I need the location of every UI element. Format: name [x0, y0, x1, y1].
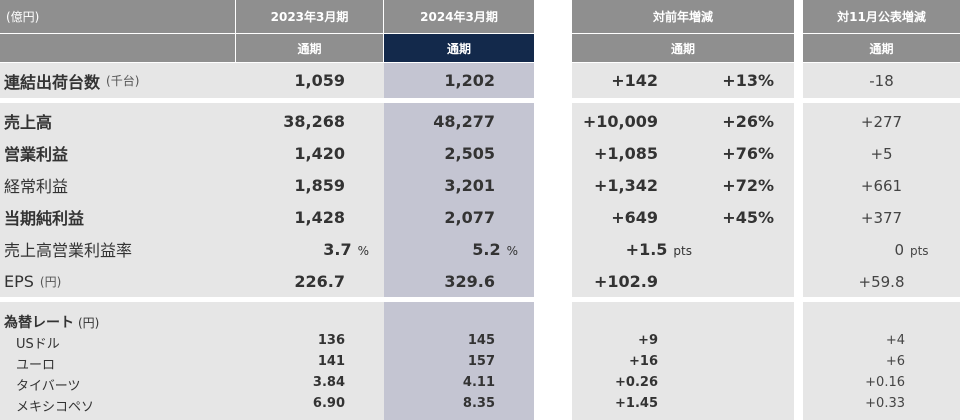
value-text: 0 — [894, 241, 904, 259]
band-shipments-nov — [803, 63, 960, 98]
row-label-operating-margin: 売上高営業利益率 — [4, 234, 132, 264]
nov-diff: +661 — [860, 177, 903, 195]
header-2024: 2024年3月期 — [384, 0, 534, 33]
fx-nov: +6 — [885, 354, 905, 369]
nov-diff: 0 pts — [803, 241, 960, 259]
fx-nov: +0.16 — [865, 375, 905, 390]
row-label-ordinary-profit: 経常利益 — [4, 170, 68, 200]
value-text: 5.2 — [472, 240, 501, 259]
highlight-main-2024 — [384, 103, 534, 297]
value-2023: 1,420 — [294, 144, 345, 163]
highlight-shipments-2024 — [384, 63, 534, 98]
yoy-pct: +72% — [722, 176, 774, 195]
row-label-shipments: 連結出荷台数 (千台) — [4, 63, 139, 98]
value-2023: 38,268 — [283, 112, 345, 131]
value-2023: 3.7% — [236, 240, 369, 259]
value-2024: 5.2% — [384, 240, 518, 259]
fx-yoy: +9 — [638, 333, 658, 348]
header-nov: 対11月公表増減 — [803, 0, 960, 33]
fx-2024: 157 — [467, 354, 495, 369]
yoy-abs: +142 — [611, 71, 658, 90]
fx-nov: +0.33 — [865, 396, 905, 411]
unit-header: (億円) — [0, 0, 235, 33]
header-yoy: 対前年増減 — [572, 0, 794, 33]
subheader-nov: 通期 — [803, 34, 960, 62]
row-label-unit: (円) — [39, 274, 62, 289]
highlight-fx-2024 — [384, 302, 534, 420]
nov-diff: -18 — [869, 72, 894, 90]
row-label-text: 売上高 — [4, 113, 53, 132]
band-shipments-yoy — [572, 63, 794, 98]
value-unit: pts — [673, 244, 692, 258]
fx-label-eur: ユーロ — [16, 358, 56, 373]
value-unit: % — [357, 244, 369, 258]
band-fx-yoy — [572, 302, 794, 420]
value-2024: 2,505 — [444, 144, 495, 163]
yoy-abs: +102.9 — [593, 272, 658, 291]
row-label-net-income: 当期純利益 — [4, 202, 84, 232]
fx-yoy: +1.45 — [615, 396, 658, 411]
value-2024: 3,201 — [444, 176, 495, 195]
yoy-abs: +10,009 — [582, 112, 658, 131]
fx-title-unit: (円) — [78, 316, 100, 330]
fx-2023: 136 — [317, 333, 345, 348]
fx-2023: 3.84 — [312, 375, 345, 390]
fx-2024: 4.11 — [462, 375, 495, 390]
subheader-2023: 通期 — [236, 34, 383, 62]
header-2023: 2023年3月期 — [236, 0, 383, 33]
row-label-text: 営業利益 — [4, 145, 69, 164]
yoy-abs: +649 — [611, 208, 658, 227]
row-label-text: 当期純利益 — [4, 209, 85, 228]
band-fx-nov — [803, 302, 960, 420]
row-label-operating-profit: 営業利益 — [4, 138, 68, 168]
yoy-pct: +13% — [722, 71, 774, 90]
yoy-pct: +45% — [722, 208, 774, 227]
value-2023: 1,428 — [294, 208, 345, 227]
fx-nov: +4 — [885, 333, 905, 348]
row-label-text: 経常利益 — [4, 177, 69, 196]
value-2024: 2,077 — [444, 208, 495, 227]
fx-yoy: +0.26 — [615, 375, 658, 390]
nov-diff: +377 — [860, 209, 903, 227]
fx-yoy: +16 — [629, 354, 658, 369]
value-text: 3.7 — [323, 240, 352, 259]
fx-2023: 141 — [317, 354, 345, 369]
yoy-pct: +76% — [722, 144, 774, 163]
subheader-2024: 通期 — [384, 34, 534, 62]
fx-title-text: 為替レート — [4, 315, 74, 331]
value-text: +1.5 — [625, 240, 668, 259]
row-label-text: 連結出荷台数 — [4, 72, 101, 92]
value-unit: % — [506, 244, 518, 258]
value-2024: 48,277 — [433, 112, 495, 131]
row-label-text: 売上高営業利益率 — [4, 241, 133, 260]
value-unit: pts — [909, 244, 929, 258]
fx-2024: 8.35 — [462, 396, 495, 411]
subheader-yoy: 通期 — [572, 34, 794, 62]
nov-diff: +277 — [860, 113, 903, 131]
fx-2024: 145 — [467, 333, 495, 348]
subheader-label-cell — [0, 34, 235, 62]
value-2023: 1,059 — [294, 71, 345, 90]
fx-label-mxn: メキシコペソ — [16, 400, 95, 415]
nov-diff: +59.8 — [858, 273, 905, 291]
value-2024: 329.6 — [444, 272, 495, 291]
row-label-unit: (千台) — [106, 74, 140, 88]
row-label-text: EPS — [4, 271, 34, 291]
yoy-pct: +26% — [722, 112, 774, 131]
fx-title: 為替レート (円) — [4, 312, 99, 332]
value-2023: 1,859 — [294, 176, 345, 195]
band-main-nov — [803, 103, 960, 297]
nov-diff: +5 — [870, 145, 893, 163]
row-label-sales: 売上高 — [4, 106, 52, 136]
yoy-abs: +1,085 — [593, 144, 658, 163]
fx-2023: 6.90 — [312, 396, 345, 411]
fx-label-usd: USドル — [16, 337, 60, 352]
yoy-abs: +1.5 pts — [572, 240, 692, 259]
row-label-eps: EPS (円) — [4, 266, 61, 296]
value-2023: 226.7 — [294, 272, 345, 291]
value-2024: 1,202 — [444, 71, 495, 90]
fx-label-thb: タイバーツ — [16, 379, 81, 394]
yoy-abs: +1,342 — [593, 176, 658, 195]
band-main-yoy — [572, 103, 794, 297]
